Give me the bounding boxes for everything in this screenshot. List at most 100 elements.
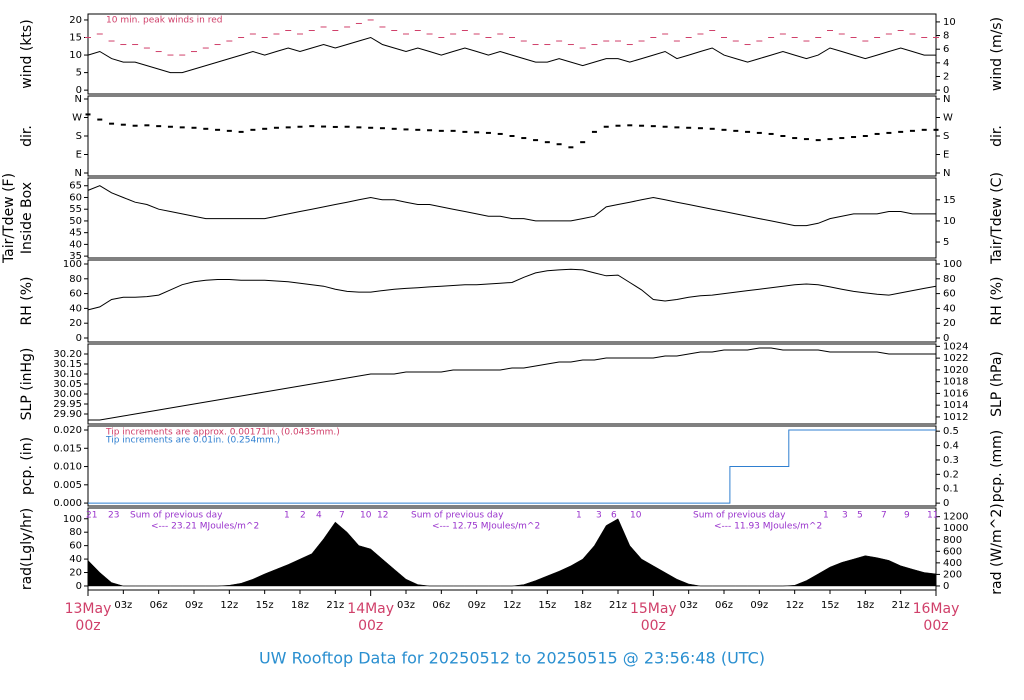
direction-point xyxy=(556,143,562,146)
data-line xyxy=(87,268,937,311)
y2-tick-label: 200 xyxy=(943,569,962,580)
direction-point xyxy=(391,127,397,130)
direction-point xyxy=(120,123,126,126)
y-tick-label: 0.000 xyxy=(53,498,82,509)
y2-tick-label: 1012 xyxy=(943,412,968,423)
y2-tick-label: 800 xyxy=(943,535,962,546)
direction-point xyxy=(368,126,374,129)
y2-tick-label: S xyxy=(943,131,949,142)
day-label: 15May xyxy=(630,601,677,617)
rad-hour: 1 xyxy=(576,511,582,521)
direction-point xyxy=(921,128,927,131)
x-tick-label: 06z xyxy=(150,600,168,611)
direction-point xyxy=(803,138,809,141)
annotation: Tip increments are 0.01in. (0.254mm.) xyxy=(105,436,280,446)
y-tick-label: W xyxy=(72,113,82,124)
rad-hour: 3 xyxy=(842,511,848,521)
y2-tick-label: 60 xyxy=(943,289,956,300)
day-sublabel: 00z xyxy=(75,618,100,634)
radiation-area xyxy=(87,518,937,587)
direction-point xyxy=(509,135,515,137)
y-tick-label: 5 xyxy=(76,68,82,79)
direction-point xyxy=(97,118,103,121)
direction-point xyxy=(898,130,904,133)
x-tick-label: 15z xyxy=(538,600,556,611)
x-tick-label: 03z xyxy=(680,600,698,611)
annotation: Tip increments are approx. 0.00171in. (0… xyxy=(105,428,340,438)
y2-tick-label: 8 xyxy=(943,31,949,42)
y2-tick-label: 0.3 xyxy=(943,455,959,466)
day-sublabel: 00z xyxy=(923,618,948,634)
y-tick-label: N xyxy=(75,94,82,105)
y2-axis-label: pcp. (mm) xyxy=(989,430,1005,503)
direction-point xyxy=(591,130,597,133)
direction-point xyxy=(792,137,798,140)
data-line xyxy=(87,185,936,227)
y2-tick-label: 0.2 xyxy=(943,469,959,480)
rad-total: <--- 23.21 MJoules/m^2 xyxy=(151,522,259,532)
y-tick-label: 20 xyxy=(69,568,82,579)
y2-tick-label: 1018 xyxy=(943,377,968,388)
y2-axis-label: rad (W/m^2) xyxy=(989,503,1005,594)
rad-hour: 4 xyxy=(316,511,322,521)
direction-point xyxy=(215,128,221,131)
rad-hour: 1 xyxy=(284,511,290,521)
panel-frame xyxy=(87,13,937,95)
direction-point xyxy=(827,138,833,141)
y2-tick-label: 80 xyxy=(943,274,956,285)
direction-point xyxy=(886,131,892,134)
rad-hour: 21 xyxy=(86,511,97,521)
direction-point xyxy=(639,124,645,127)
y2-tick-label: 0.1 xyxy=(943,484,959,495)
direction-point xyxy=(356,126,362,129)
direction-point xyxy=(427,129,433,132)
rad-note: Sum of previous day xyxy=(693,511,786,521)
y2-tick-label: 100 xyxy=(943,259,962,270)
y-axis-label: dir. xyxy=(19,125,35,147)
y-tick-label: 60 xyxy=(69,541,82,552)
rad-hour: 10 xyxy=(360,511,372,521)
y2-tick-label: 1000 xyxy=(943,523,968,534)
y2-tick-label: 1200 xyxy=(943,512,968,523)
y-axis-label: RH (%) xyxy=(19,277,35,326)
y-axis-label: rad(Lgly/hr) xyxy=(19,508,35,590)
day-sublabel: 00z xyxy=(641,618,666,634)
x-tick-label: 06z xyxy=(432,600,450,611)
direction-point xyxy=(156,125,162,128)
rad-hour: 1 xyxy=(823,511,829,521)
y2-tick-label: 2 xyxy=(943,71,949,82)
y2-tick-label: 5 xyxy=(943,237,949,248)
direction-point xyxy=(780,135,786,137)
y-axis-label: wind (kts) xyxy=(19,19,35,88)
y2-axis-label: SLP (hPa) xyxy=(989,351,1005,417)
y-tick-label: 40 xyxy=(69,239,82,250)
rad-hour: 23 xyxy=(108,511,119,521)
direction-point xyxy=(674,126,680,129)
panel-frame xyxy=(87,259,937,343)
y2-tick-label: 0 xyxy=(943,333,949,344)
direction-point xyxy=(615,124,621,127)
y2-axis-label: wind (m/s) xyxy=(989,17,1005,91)
direction-point xyxy=(450,129,456,132)
y2-tick-label: E xyxy=(943,149,949,160)
panel-frame xyxy=(87,425,937,507)
y-tick-label: 60 xyxy=(69,289,82,300)
x-tick-label: 18z xyxy=(856,600,874,611)
y-tick-label: 100 xyxy=(63,259,82,270)
x-tick-label: 09z xyxy=(185,600,203,611)
rad-hour: 12 xyxy=(377,511,388,521)
y-tick-label: 60 xyxy=(69,192,82,203)
x-tick-label: 12z xyxy=(503,600,521,611)
x-tick-label: 03z xyxy=(397,600,415,611)
y-tick-label: 0 xyxy=(76,85,82,96)
direction-point xyxy=(874,132,880,135)
y2-tick-label: 1020 xyxy=(943,365,968,376)
direction-point xyxy=(191,126,197,129)
y-tick-label: S xyxy=(76,131,82,142)
y-tick-label: 55 xyxy=(69,204,82,215)
y-tick-label: 80 xyxy=(69,527,82,538)
data-line xyxy=(87,36,936,74)
y2-tick-label: 1024 xyxy=(943,341,968,352)
direction-point xyxy=(85,113,91,116)
y2-tick-label: 0 xyxy=(943,85,949,96)
